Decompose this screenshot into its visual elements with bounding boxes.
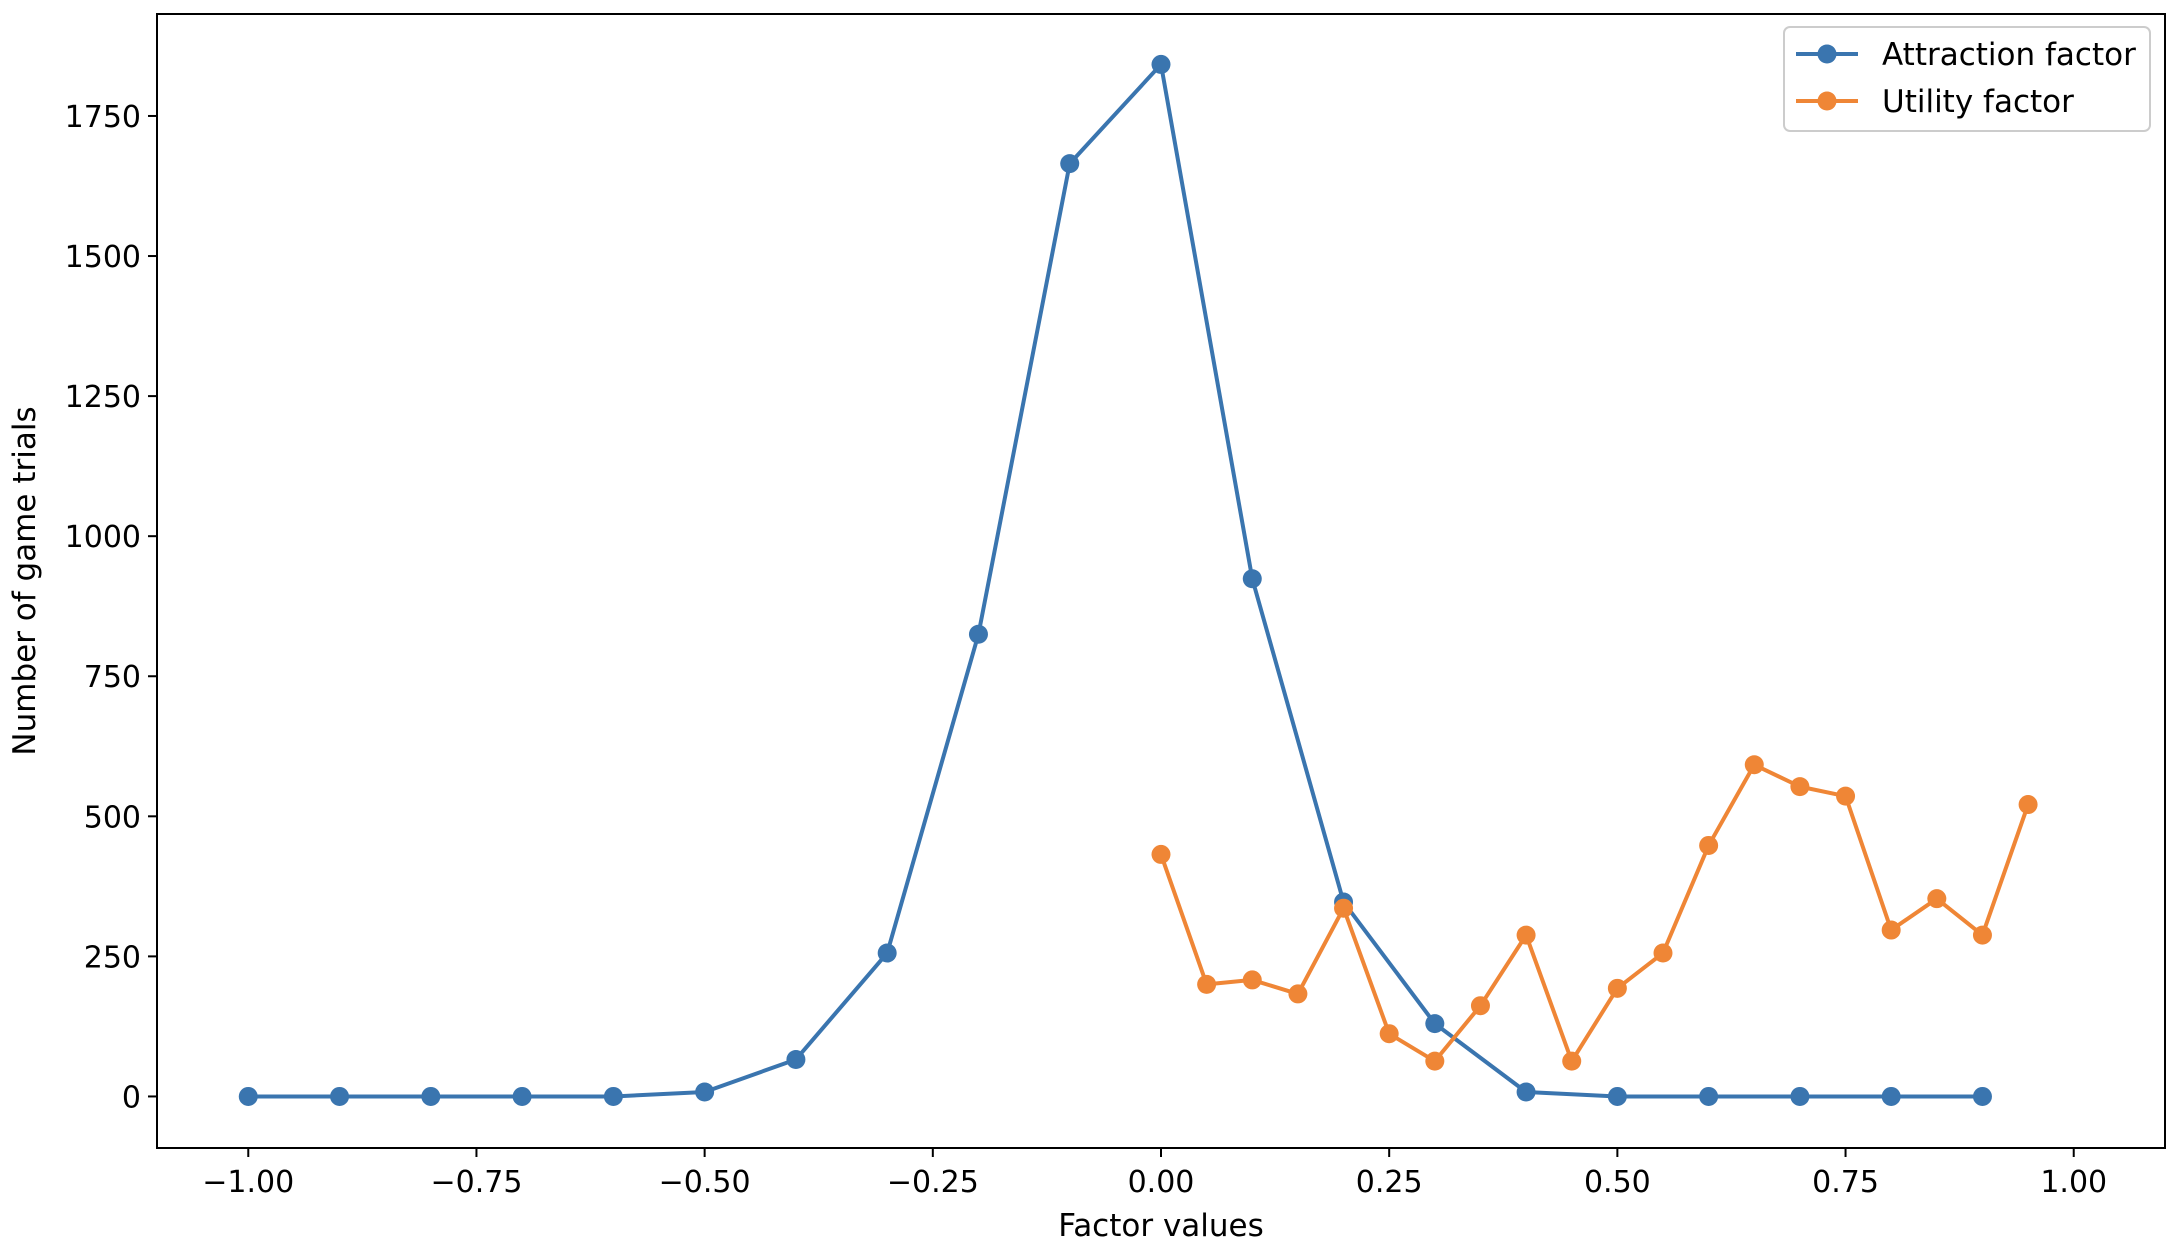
attraction-factor-point [1060,154,1080,174]
utility-factor-series [1151,755,2038,1071]
utility-factor-point [1744,755,1764,775]
x-tick-label: −0.75 [430,1165,522,1200]
utility-factor-point [1242,970,1262,990]
x-tick-label: −1.00 [202,1165,294,1200]
y-axis: 0 250 500 750 1000 1250 1500 1750 [65,100,157,1115]
utility-factor-point [1836,786,1856,806]
attraction-factor-line [246,62,1985,1099]
y-tick-label: 500 [84,800,141,835]
legend-box [1783,26,2151,132]
attraction-factor-point [1242,569,1262,589]
attraction-factor-point [512,1086,532,1106]
utility-factor-point [1425,1051,1445,1071]
attraction-factor-point [421,1086,441,1106]
legend-label-attraction-factor: Attraction factor [1882,37,2136,73]
y-tick-label: 1000 [65,520,141,555]
attraction-factor-point [1607,1086,1627,1106]
legend-label-utility-factor: Utility factor [1882,84,2074,120]
attraction-factor-series [238,54,1992,1106]
utility-factor-point [1288,984,1308,1004]
attraction-factor-point [786,1049,806,1069]
y-tick-label: 250 [84,940,141,975]
attraction-factor-point [695,1082,715,1102]
x-tick-label: 0.00 [1128,1165,1195,1200]
y-tick-label: 750 [84,660,141,695]
x-tick-label: −0.25 [887,1165,979,1200]
utility-factor-point [2018,795,2038,815]
attraction-factor-point [1790,1086,1810,1106]
x-tick-label: −0.50 [659,1165,751,1200]
x-axis: −1.00 −0.75 −0.50 −0.25 0.00 0.25 0.50 0.75 1.00 [202,1148,2107,1200]
utility-factor-point [1197,974,1217,994]
utility-factor-point [1790,777,1810,797]
utility-factor-point [1151,844,1171,864]
x-tick-label: 0.25 [1356,1165,1423,1200]
attraction-factor-point [1516,1082,1536,1102]
attraction-factor-point [968,624,988,644]
x-tick-label: 0.50 [1584,1165,1651,1200]
legend-marker-attraction-factor [1817,44,1837,64]
y-tick-label: 1750 [65,100,141,135]
utility-factor-point [1927,889,1947,909]
attraction-factor-point [1699,1086,1719,1106]
utility-factor-point [1653,943,1673,963]
attraction-factor-point [238,1086,258,1106]
attraction-factor-point [330,1086,350,1106]
utility-factor-point [1470,996,1490,1016]
utility-factor-point [1334,898,1354,918]
attraction-factor-point [1151,54,1171,74]
utility-factor-line [1159,762,2031,1064]
attraction-factor-point [603,1086,623,1106]
utility-factor-point [1516,925,1536,945]
x-tick-label: 1.00 [2040,1165,2107,1200]
utility-factor-point [1881,920,1901,940]
y-axis-label: Number of game trials [7,406,43,755]
series-layer [238,54,2038,1106]
legend: Attraction factor Utility factor [1783,26,2151,132]
attraction-factor-point [877,943,897,963]
utility-factor-point [1972,925,1992,945]
utility-factor-point [1562,1051,1582,1071]
x-axis-label: Factor values [1058,1208,1264,1244]
plot-frame [156,13,2166,1149]
utility-factor-point [1699,835,1719,855]
attraction-factor-point [1972,1086,1992,1106]
attraction-factor-point [1881,1086,1901,1106]
utility-factor-point [1379,1024,1399,1044]
y-tick-label: 1500 [65,240,141,275]
y-tick-label: 1250 [65,380,141,415]
x-tick-label: 0.75 [1812,1165,1879,1200]
y-tick-label: 0 [122,1080,141,1115]
attraction-factor-point [1425,1014,1445,1034]
utility-factor-point [1607,978,1627,998]
legend-marker-utility-factor [1817,91,1837,111]
